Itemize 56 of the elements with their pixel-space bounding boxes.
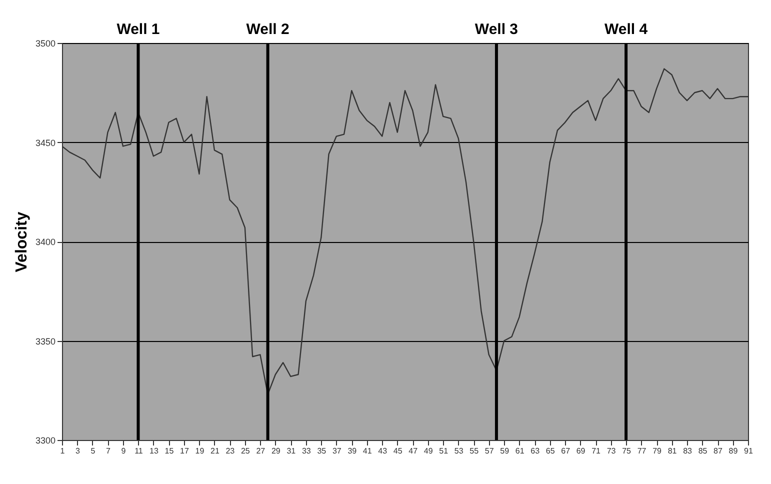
x-tick-label: 23 [226, 446, 236, 456]
ref-line-label: Well 2 [246, 21, 290, 38]
x-tick-label: 31 [286, 446, 296, 456]
x-tick-label: 91 [744, 446, 754, 456]
x-tick-label: 29 [271, 446, 281, 456]
x-tick-label: 49 [424, 446, 434, 456]
x-tick-label: 77 [637, 446, 647, 456]
x-tick-label: 59 [500, 446, 510, 456]
x-tick-label: 5 [90, 446, 96, 456]
x-tick-label: 45 [393, 446, 403, 456]
y-axis-title: Velocity [13, 212, 30, 272]
x-tick-label: 73 [606, 446, 616, 456]
x-tick-label: 57 [484, 446, 494, 456]
x-tick-label: 15 [164, 446, 174, 456]
y-tick-label: 3450 [35, 138, 56, 148]
y-tick-label: 3350 [35, 336, 56, 346]
x-tick-label: 3 [76, 446, 81, 456]
ref-line-label: Well 1 [116, 21, 160, 38]
x-tick-label: 87 [714, 446, 724, 456]
x-tick-label: 89 [728, 446, 738, 456]
x-tick-label: 33 [302, 446, 312, 456]
x-tick-label: 39 [348, 446, 358, 456]
x-tick-label: 9 [121, 446, 126, 456]
ref-line-label: Well 3 [474, 21, 518, 38]
x-tick-label: 51 [439, 446, 449, 456]
x-tick-label: 61 [515, 446, 525, 456]
x-tick-label: 79 [652, 446, 662, 456]
x-tick-label: 85 [698, 446, 708, 456]
x-tick-label: 53 [454, 446, 464, 456]
x-tick-label: 1 [60, 446, 66, 456]
x-tick-label: 65 [546, 446, 556, 456]
x-tick-label: 47 [408, 446, 418, 456]
ref-line-label: Well 4 [604, 21, 648, 38]
x-tick-label: 37 [332, 446, 342, 456]
x-tick-label: 25 [240, 446, 250, 456]
x-tick-label: 71 [592, 446, 602, 456]
x-tick-label: 21 [210, 446, 220, 456]
x-tick-label: 43 [378, 446, 388, 456]
y-tick-label: 3300 [35, 436, 56, 446]
x-tick-label: 35 [317, 446, 327, 456]
x-tick-label: 69 [576, 446, 586, 456]
x-tick-label: 27 [256, 446, 266, 456]
x-tick-label: 83 [683, 446, 693, 456]
x-tick-label: 17 [180, 446, 190, 456]
x-tick-label: 55 [470, 446, 480, 456]
x-tick-label: 11 [134, 446, 144, 456]
x-tick-label: 81 [668, 446, 678, 456]
x-tick-label: 41 [362, 446, 372, 456]
x-tick-label: 7 [106, 446, 112, 456]
x-tick-label: 67 [561, 446, 571, 456]
x-tick-label: 13 [150, 446, 159, 456]
y-tick-label: 3400 [35, 237, 56, 247]
x-tick-label: 63 [530, 446, 540, 456]
y-tick-label: 3500 [35, 38, 56, 48]
x-tick-label: 75 [622, 446, 632, 456]
x-tick-label: 19 [195, 446, 205, 456]
